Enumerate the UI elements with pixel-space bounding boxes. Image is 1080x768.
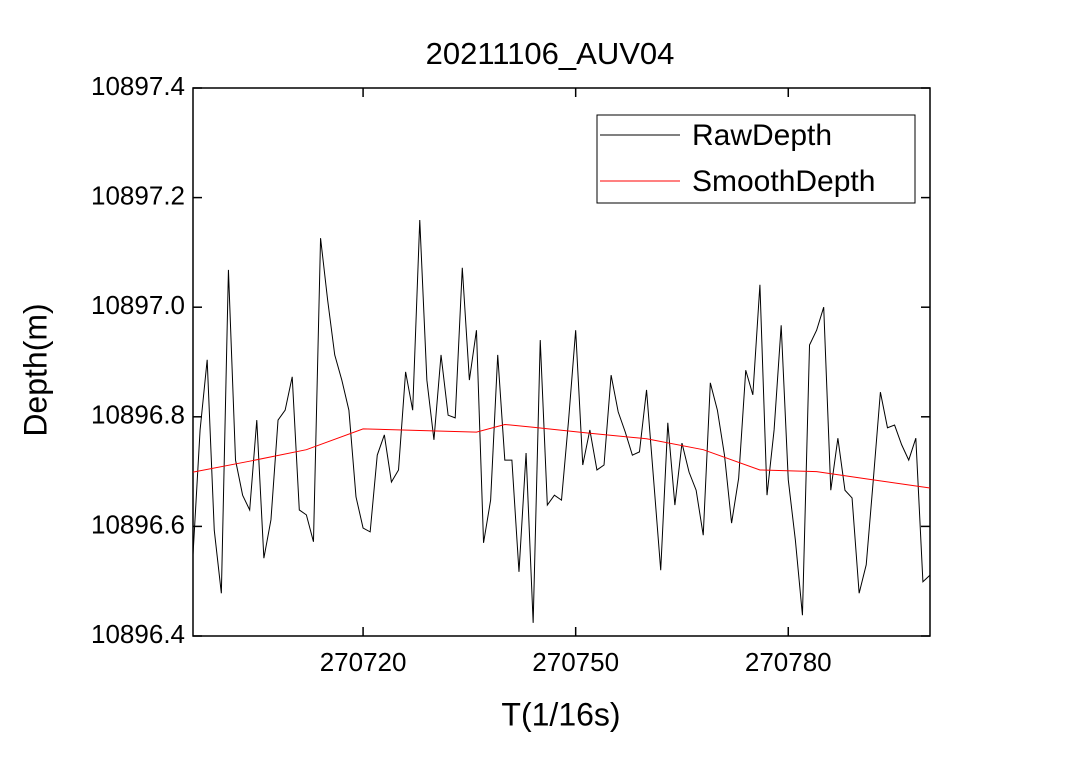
data-line [192, 220, 931, 623]
legend-label: SmoothDepth [692, 165, 875, 198]
x-tick-label: 270720 [320, 647, 407, 677]
legend-label: RawDepth [692, 119, 832, 152]
x-axis-label: T(1/16s) [501, 696, 620, 732]
legend-box [596, 114, 916, 204]
y-tick-label: 10897.0 [91, 290, 185, 320]
plot-frame [192, 87, 931, 637]
y-tick-label: 10897.4 [91, 71, 185, 101]
y-tick-label: 10896.8 [91, 400, 185, 430]
y-tick-label: 10896.6 [91, 509, 185, 539]
chart-title: 20211106_AUV04 [426, 36, 675, 71]
data-line [192, 423, 931, 489]
x-tick-label: 270750 [532, 647, 619, 677]
x-tick-label: 270780 [745, 647, 832, 677]
y-axis-label: Depth(m) [17, 303, 53, 436]
y-tick-label: 10896.4 [91, 619, 185, 649]
y-tick-label: 10897.2 [91, 180, 185, 210]
